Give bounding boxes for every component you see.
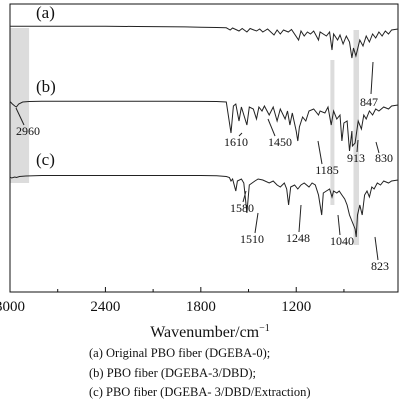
x-tick-label-2400: 2400 [90,299,120,315]
annotation-leader [238,132,243,137]
peak-label-830: 830 [375,151,393,165]
annotation-leader [374,236,379,261]
annotation-leader [317,140,323,165]
peak-label-1185: 1185 [315,163,339,177]
legend-entry-b: (b) PBO fiber (DGEBA-3/DBD); [89,366,256,380]
series-line-c [9,175,399,238]
highlight-band [10,28,30,183]
series-label-c: (c) [36,150,55,169]
peak-annotations: 2960 1610 1450 1185 913 830 847 1580 1510 1248 104… [15,61,393,273]
legend: (a) Original PBO fiber (DGEBA-0); (b) PB… [0,344,400,401]
annotation-leader [356,139,359,153]
x-tick-label-1200: 1200 [281,299,311,315]
peak-label-2960: 2960 [16,124,40,138]
annotation-leader [375,141,380,154]
peak-label-913: 913 [347,151,365,165]
peak-label-1610: 1610 [224,135,248,149]
annotation-leader [242,190,247,203]
peak-label-1248: 1248 [286,231,310,245]
annotation-leader [15,107,25,126]
series-label-a: (a) [36,3,55,22]
highlight-band [330,60,335,205]
x-tick-label-1800: 1800 [186,299,216,315]
series-line-a [10,25,399,59]
series-line-b [9,100,399,152]
peak-label-1510: 1510 [240,232,264,246]
legend-entry-c: (c) PBO fiber (DGEBA- 3/DBD/Extraction) [89,385,311,399]
series-label-b: (b) [36,77,56,96]
peak-label-1040: 1040 [330,234,354,248]
spectra: (a) (b) (c) [9,3,399,238]
annotation-leader [267,118,276,137]
annotation-leader [254,212,259,234]
annotation-leader [298,204,302,233]
plot-frame [9,3,399,293]
legend-entry-a: (a) Original PBO fiber (DGEBA-0); [89,346,271,360]
x-axis-label: Wavenumber/cm−1 [150,323,270,341]
highlight-bands [10,28,360,245]
annotation-leader [370,61,374,95]
annotation-leader [337,214,341,236]
peak-label-1450: 1450 [268,135,292,149]
peak-label-1580: 1580 [230,201,254,215]
ftir-chart: (a) (b) (c) 2960 1610 1450 1185 913 830 847 1580 1… [0,3,399,341]
peak-label-847: 847 [360,95,378,109]
peak-label-823: 823 [371,259,389,273]
